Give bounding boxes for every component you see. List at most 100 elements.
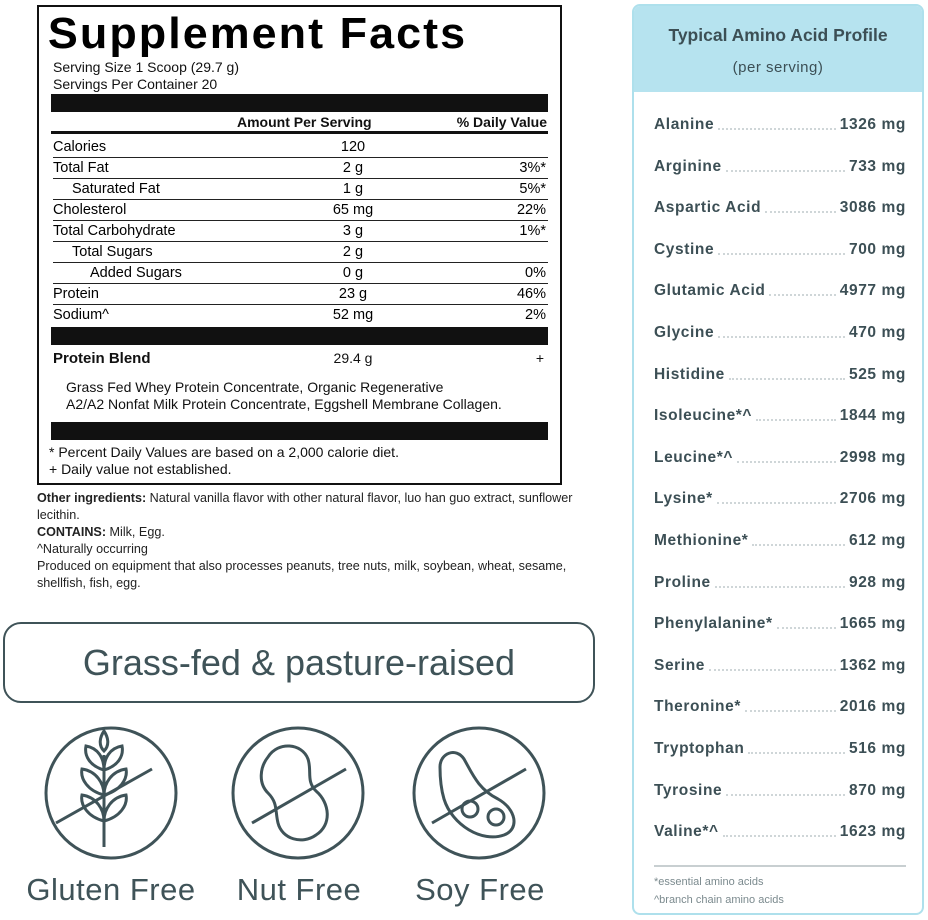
contains: CONTAINS: Milk, Egg. — [37, 524, 577, 541]
amino-row: Leucine*^ 2998 mg — [654, 447, 906, 467]
label: CONTAINS: — [37, 525, 107, 539]
nutrient-amount: 2 g — [342, 244, 364, 260]
amino-header — [634, 6, 922, 92]
icon-label: Gluten Free — [26, 872, 196, 907]
amino-row: Methionine* 612 mg — [654, 530, 906, 550]
leader — [769, 294, 836, 297]
amino-name: Glutamic Acid — [654, 282, 766, 300]
nutrient-amount: 3 g — [342, 223, 364, 239]
amino-name: Cystine — [654, 240, 715, 258]
leader — [752, 544, 845, 546]
blend-description: Grass Fed Whey Protein Concentrate, Orga… — [66, 379, 444, 395]
rule — [51, 422, 548, 440]
amino-footnote: *essential amino acids — [654, 876, 764, 888]
amino-subtitle: (per serving) — [732, 59, 824, 76]
nut-icon — [231, 726, 365, 860]
leader — [756, 419, 836, 422]
nutrient-name: Total Sugars — [72, 244, 153, 260]
rule — [51, 94, 548, 112]
nutrient-row: Saturated Fat 1 g 5%* — [53, 178, 548, 200]
amino-row: Valine*^ 1623 mg — [654, 821, 906, 841]
amino-name: Phenylalanine* — [654, 615, 773, 633]
leader — [714, 585, 845, 588]
leader — [716, 502, 836, 505]
nutrient-dv: 22% — [516, 202, 546, 218]
nutrient-dv: 3%* — [519, 160, 546, 176]
text: Milk, Egg. — [109, 525, 165, 539]
amino-row: Isoleucine*^ 1844 mg — [654, 405, 906, 425]
nutrient-amount: 2 g — [342, 160, 364, 176]
amino-row: Lysine* 2706 mg — [654, 488, 906, 508]
amino-panel: Typical Amino Acid Profile (per serving)… — [632, 4, 924, 915]
amino-row: Tyrosine 870 mg — [654, 780, 906, 800]
serving-size: Serving Size 1 Scoop (29.7 g) — [53, 59, 239, 75]
blend-description: A2/A2 Nonfat Milk Protein Concentrate, E… — [66, 396, 502, 412]
amino-name: Alanine — [654, 116, 715, 133]
nutrient-row: Total Fat 2 g 3%* — [53, 157, 548, 179]
soy-icon — [412, 726, 546, 860]
amino-row: Phenylalanine* 1665 mg — [654, 613, 906, 633]
amino-footnote: ^branch chain amino acids — [654, 894, 784, 906]
amino-row: Theronine* 2016 mg — [654, 696, 906, 716]
badge: Grass-fed & pasture-raised — [3, 622, 595, 703]
footnote: + Daily value not established. — [49, 461, 232, 477]
amino-name: Proline — [654, 573, 711, 591]
amino-name: Leucine*^ — [654, 448, 734, 466]
amino-value: 2706 mg — [839, 490, 906, 508]
leader — [718, 336, 845, 338]
nutrient-name: Cholesterol — [53, 202, 127, 218]
leader — [718, 252, 845, 255]
amino-row: Histidine 525 mg — [654, 364, 906, 384]
nutrient-name: Saturated Fat — [72, 181, 160, 197]
amino-row: Glutamic Acid 4977 mg — [654, 280, 906, 300]
blend-name: Protein Blend — [53, 350, 151, 367]
leader — [718, 128, 836, 130]
nutrient-amount: 23 g — [338, 286, 368, 302]
blend-amount: 29.4 g — [333, 350, 373, 366]
amino-value: 525 mg — [848, 365, 906, 383]
nutrient-row: Added Sugars 0 g 0% — [53, 262, 548, 284]
nutrient-name: Total Carbohydrate — [53, 223, 176, 239]
amino-value: 928 mg — [848, 573, 906, 591]
amino-name: Glycine — [654, 324, 715, 341]
label: Other ingredients: — [37, 491, 147, 505]
leader — [709, 668, 836, 671]
nutrient-row: Sodium^ 52 mg 2% — [53, 304, 548, 325]
amino-name: Tyrosine — [654, 781, 723, 799]
amino-name: Lysine* — [654, 490, 713, 508]
leader — [737, 460, 836, 463]
amino-name: Aspartic Acid — [654, 199, 762, 217]
leader — [725, 169, 845, 172]
facts-title: Supplement Facts — [47, 9, 468, 58]
amino-row: Glycine 470 mg — [654, 322, 906, 342]
naturally-occurring: ^Naturally occurring — [37, 542, 148, 556]
supplement-facts-panel: Supplement Facts Serving Size 1 Scoop (2… — [37, 5, 562, 485]
nutrient-amount: 0 g — [342, 265, 364, 281]
amino-name: Serine — [654, 656, 705, 674]
leader — [728, 377, 845, 380]
nutrient-row: Calories 120 — [53, 136, 548, 158]
icon-label: Nut Free — [236, 872, 362, 907]
separator — [654, 865, 906, 867]
amino-value: 870 mg — [848, 781, 906, 799]
nutrient-dv: 2% — [525, 307, 546, 323]
nutrient-amount: 1 g — [342, 181, 364, 197]
amino-row: Cystine 700 mg — [654, 239, 906, 259]
nutrient-dv: 1%* — [519, 223, 546, 239]
amino-value: 470 mg — [848, 324, 906, 341]
amino-row: Aspartic Acid 3086 mg — [654, 197, 906, 217]
amino-value: 1623 mg — [839, 823, 906, 841]
footnote: * Percent Daily Values are based on a 2,… — [49, 444, 399, 460]
amino-row: Proline 928 mg — [654, 572, 906, 592]
amino-value: 2998 mg — [839, 448, 906, 466]
nutrient-dv: 46% — [516, 286, 546, 302]
blend-dv: + — [535, 350, 544, 366]
notes: Other ingredients: Natural vanilla flavo… — [37, 490, 577, 592]
rule — [51, 131, 548, 134]
amino-value: 733 mg — [848, 157, 906, 175]
leader — [744, 710, 836, 713]
amount-header: Amount Per Serving — [237, 114, 372, 130]
amino-value: 700 mg — [848, 240, 906, 258]
nutrient-amount: 52 mg — [332, 307, 374, 323]
